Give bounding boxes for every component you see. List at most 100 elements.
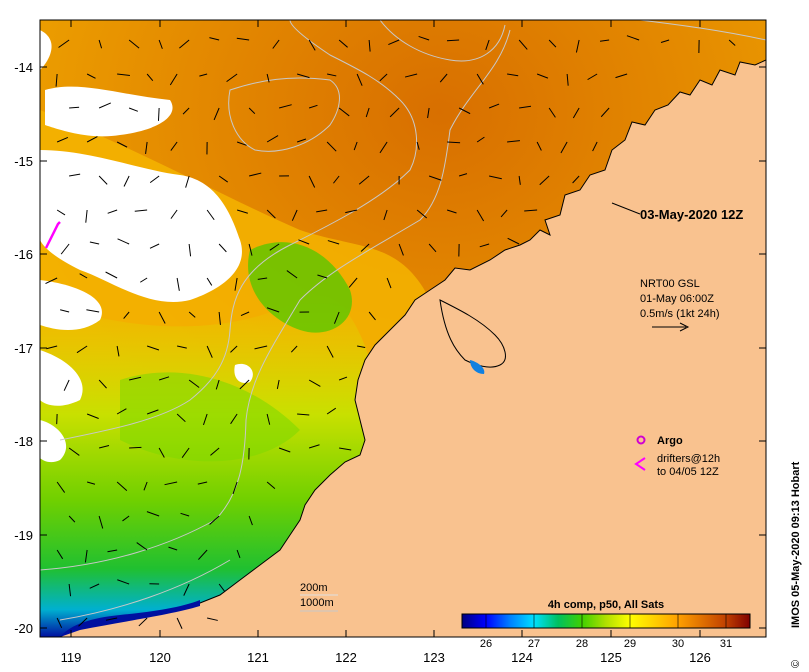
current-vector [660,39,670,44]
contour-label-1000m: 1000m [300,597,334,609]
current-vector [488,103,500,109]
current-vector [298,239,310,245]
lat-tick-label: -18 [14,434,33,449]
current-vector [398,243,404,256]
current-vector [356,73,363,86]
current-vector [98,515,104,529]
current-vector [327,73,337,77]
current-vector [146,345,160,351]
current-vector [272,39,280,49]
current-vector [188,379,200,388]
colorbar-tick-label: 30 [672,638,684,650]
current-vector [86,73,96,79]
lat-tick-label: -14 [14,60,33,75]
map-panel [40,20,766,637]
current-vector [68,515,76,523]
current-vector [105,617,118,621]
current-info-line1: NRT00 GSL [640,278,700,290]
current-vector [56,481,66,493]
current-vector [68,583,72,597]
current-vector [353,141,358,151]
drifter-legend-icon [634,457,646,471]
drifter-track [44,221,61,249]
current-vector [308,39,316,51]
current-vector [338,376,348,381]
current-vector [416,209,428,219]
current-vector [84,549,88,563]
current-vector [158,311,166,324]
current-vector [248,243,253,256]
current-vector [339,447,352,451]
current-vector [333,175,340,184]
lon-tick-label: 125 [600,650,622,665]
date-pointer-line [611,202,641,215]
current-vector [218,583,225,592]
current-vector [69,173,81,177]
current-vector [383,209,388,221]
current-vector [164,481,178,486]
current-vector [117,238,130,245]
current-vector [587,73,598,81]
current-vector [404,73,418,78]
current-vector [68,447,80,456]
current-vector [116,345,120,357]
current-vector [158,376,170,381]
current-vector [240,311,250,317]
current-vector [215,379,220,390]
current-vector [128,107,139,112]
current-vector [388,39,400,46]
current-vector [297,413,310,416]
lat-tick-label: -15 [14,154,33,169]
current-vector [69,106,80,109]
current-vector [86,309,100,313]
current-vector [278,104,292,109]
current-vector [575,39,580,53]
current-vector [149,175,160,184]
current-vector [56,209,66,216]
current-vector [239,379,250,390]
current-vector [416,141,420,150]
current-vector [122,515,130,522]
current-vector [226,73,238,83]
current-vector [213,107,220,121]
colorbar-ramp [461,613,751,629]
current-vector [146,73,154,82]
current-vector [177,345,187,349]
lon-tick-label: 126 [689,650,711,665]
current-vector [86,136,98,143]
drifters-line1: drifters@12h [657,453,720,465]
current-vector [326,345,334,358]
current-vectors [45,35,736,629]
current-vector [479,243,490,248]
lat-tick-label: -19 [14,528,33,543]
current-vector [98,175,108,185]
current-vector [123,175,130,187]
current-vector [536,141,542,151]
current-vector [60,309,70,313]
current-vector [86,481,96,485]
current-vector [476,73,484,85]
current-vector [326,407,337,415]
colorbar-tick-label: 27 [528,638,540,650]
current-vector [176,617,183,629]
current-vector [136,542,148,551]
current-vector [600,107,610,118]
current-vector [278,447,291,453]
current-vector [85,209,88,223]
current-vector [60,243,70,255]
current-vector [308,379,321,387]
current-vector [560,141,568,154]
current-info-line2: 01-May 06:00Z [640,293,714,305]
current-vector [296,73,310,79]
current-vector [116,141,128,148]
colorbar-tick-label: 29 [624,638,636,650]
current-vector [98,102,111,109]
current-vector [98,39,103,49]
current-vector [206,345,213,358]
colorbar-tick-label: 28 [576,638,588,650]
current-vector [338,107,350,117]
current-vector [236,549,241,559]
current-vector [185,175,190,188]
current-vector [379,141,388,154]
current-vector [566,73,569,86]
